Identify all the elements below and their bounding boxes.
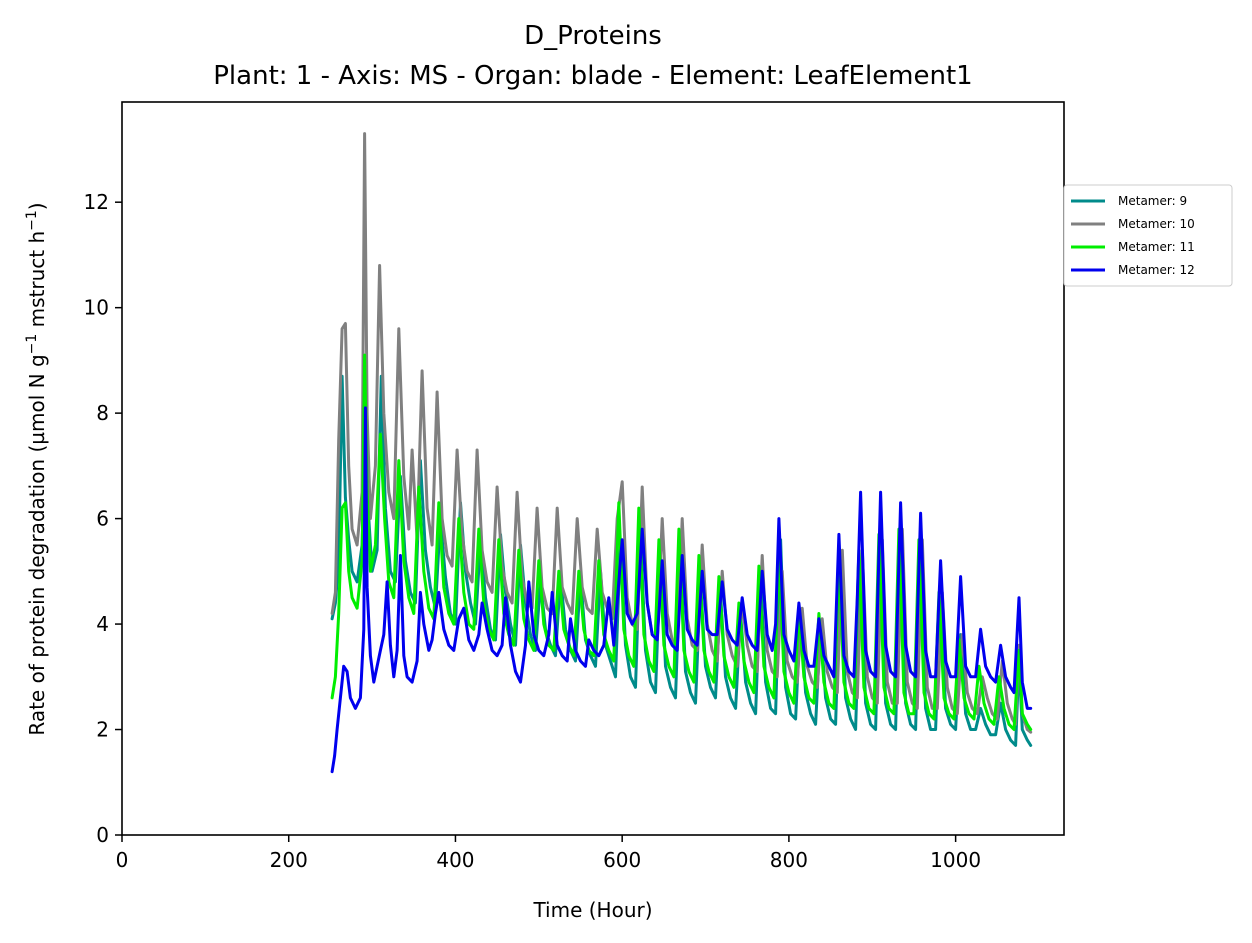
y-tick-label-5: 10 — [84, 296, 109, 320]
y-axis-label-end: ) — [25, 202, 49, 210]
y-tick-label-1: 2 — [96, 718, 109, 742]
y-tick-label-2: 4 — [96, 612, 109, 636]
legend: Metamer: 9 Metamer: 10 Metamer: 11 Metamer:… — [1063, 184, 1233, 287]
y-axis-label-sup-1: −1 — [24, 334, 40, 355]
chart-title: D_Proteins — [524, 21, 662, 51]
legend-label-2: Metamer: 10 — [1118, 217, 1195, 231]
legend-label-3: Metamer: 11 — [1118, 240, 1195, 254]
y-tick-label-6: 12 — [84, 190, 109, 214]
plot-frame — [121, 101, 1065, 836]
y-axis-label-mid: mstruct h — [25, 231, 49, 334]
legend-box — [1063, 184, 1233, 287]
y-axis-label: Rate of protein degradation (µmol N g−1 … — [24, 202, 49, 735]
legend-items: Metamer: 9 Metamer: 10 Metamer: 11 Metamer:… — [1071, 194, 1195, 277]
x-axis: 0 200 400 600 800 1000 — [116, 835, 981, 872]
x-tick-label-3: 600 — [603, 848, 641, 872]
x-axis-label: Time (Hour) — [532, 898, 652, 922]
y-axis-label-main: Rate of protein degradation (µmol N g — [25, 354, 49, 735]
x-tick-label-2: 400 — [436, 848, 474, 872]
legend-label-4: Metamer: 12 — [1118, 263, 1195, 277]
series-layer — [330, 132, 1033, 774]
y-tick-label-4: 8 — [96, 401, 109, 425]
y-tick-label-0: 0 — [96, 823, 109, 847]
legend-label-1: Metamer: 9 — [1118, 194, 1187, 208]
x-tick-label-1: 200 — [270, 848, 308, 872]
chart-subtitle: Plant: 1 - Axis: MS - Organ: blade - Ele… — [213, 61, 972, 91]
x-tick-label-4: 800 — [770, 848, 808, 872]
series-line-4 — [330, 406, 1033, 774]
y-tick-label-3: 6 — [96, 507, 109, 531]
y-axis-label-sup-2: −1 — [24, 210, 40, 231]
y-axis: 0 2 4 6 8 10 12 — [84, 190, 122, 847]
x-tick-label-0: 0 — [116, 848, 129, 872]
x-tick-label-5: 1000 — [930, 848, 981, 872]
